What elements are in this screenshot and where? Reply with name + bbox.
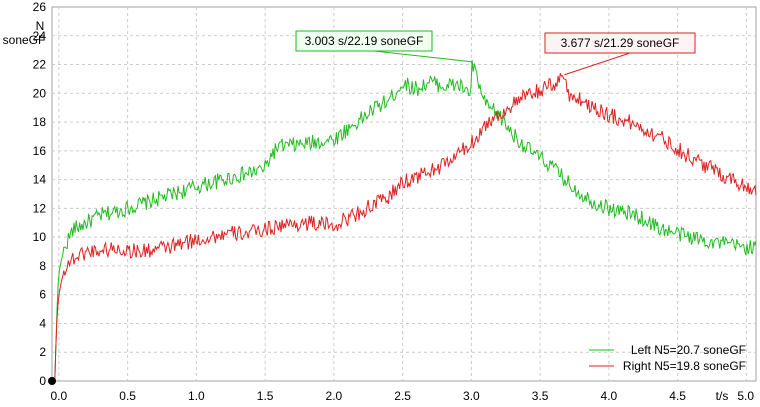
x-tick-label: 4.0 (601, 389, 618, 403)
x-axis-label: t/s (716, 389, 729, 403)
x-tick-label: 0.0 (51, 389, 68, 403)
x-axis-ticks: 0.0 0.5 1.0 1.5 2.0 2.5 3.0 3.5 4.0 4.5 5.0 (51, 389, 755, 403)
x-tick-label: 2.5 (394, 389, 411, 403)
x-tick-label: 1.5 (257, 389, 274, 403)
x-tick-label: 1.0 (188, 389, 205, 403)
series-lines (54, 59, 757, 382)
x-tick-label: 3.0 (463, 389, 480, 403)
y-tick-label: 2 (39, 345, 46, 359)
y-axis-label-line-2: soneGF (3, 33, 46, 47)
x-tick-label: 2.0 (326, 389, 343, 403)
y-tick-label: 16 (33, 144, 47, 158)
y-tick-label: 26 (33, 0, 47, 14)
y-tick-label: 6 (39, 288, 46, 302)
series-line-left (54, 59, 757, 382)
y-tick-label: 18 (33, 115, 47, 129)
y-axis-label-line-1: N (36, 19, 45, 33)
y-tick-label: 4 (39, 316, 46, 330)
y-tick-label: 22 (33, 58, 47, 72)
legend: Left N5=20.7 soneGF Right N5=19.8 soneGF (589, 343, 746, 373)
legend-label: Right N5=19.8 soneGF (623, 359, 746, 373)
annotations: 3.003 s/22.19 soneGF 3.677 s/21.29 soneGF (295, 30, 696, 76)
y-tick-label: 14 (33, 173, 47, 187)
annotation-leader (373, 50, 472, 63)
annotation-label: 3.003 s/22.19 soneGF (305, 34, 424, 48)
annotation-label: 3.677 s/21.29 soneGF (561, 36, 680, 50)
legend-label: Left N5=20.7 soneGF (631, 343, 746, 357)
annotation-box (544, 32, 696, 54)
annotation-box (295, 30, 433, 52)
y-tick-label: 0 (39, 374, 46, 388)
x-tick-label: 3.5 (532, 389, 549, 403)
series-line-right (54, 73, 757, 382)
x-tick-label: 0.5 (119, 389, 136, 403)
annotation-leader (564, 52, 631, 76)
y-tick-label: 24 (33, 29, 47, 43)
x-tick-label: 5.0 (737, 389, 754, 403)
y-tick-label: 10 (33, 230, 47, 244)
y-tick-label: 8 (39, 259, 46, 273)
origin-marker (48, 377, 56, 385)
y-tick-label: 20 (33, 86, 47, 100)
x-tick-label: 4.5 (669, 389, 686, 403)
y-tick-label: 12 (33, 201, 47, 215)
plot-area (51, 6, 757, 382)
